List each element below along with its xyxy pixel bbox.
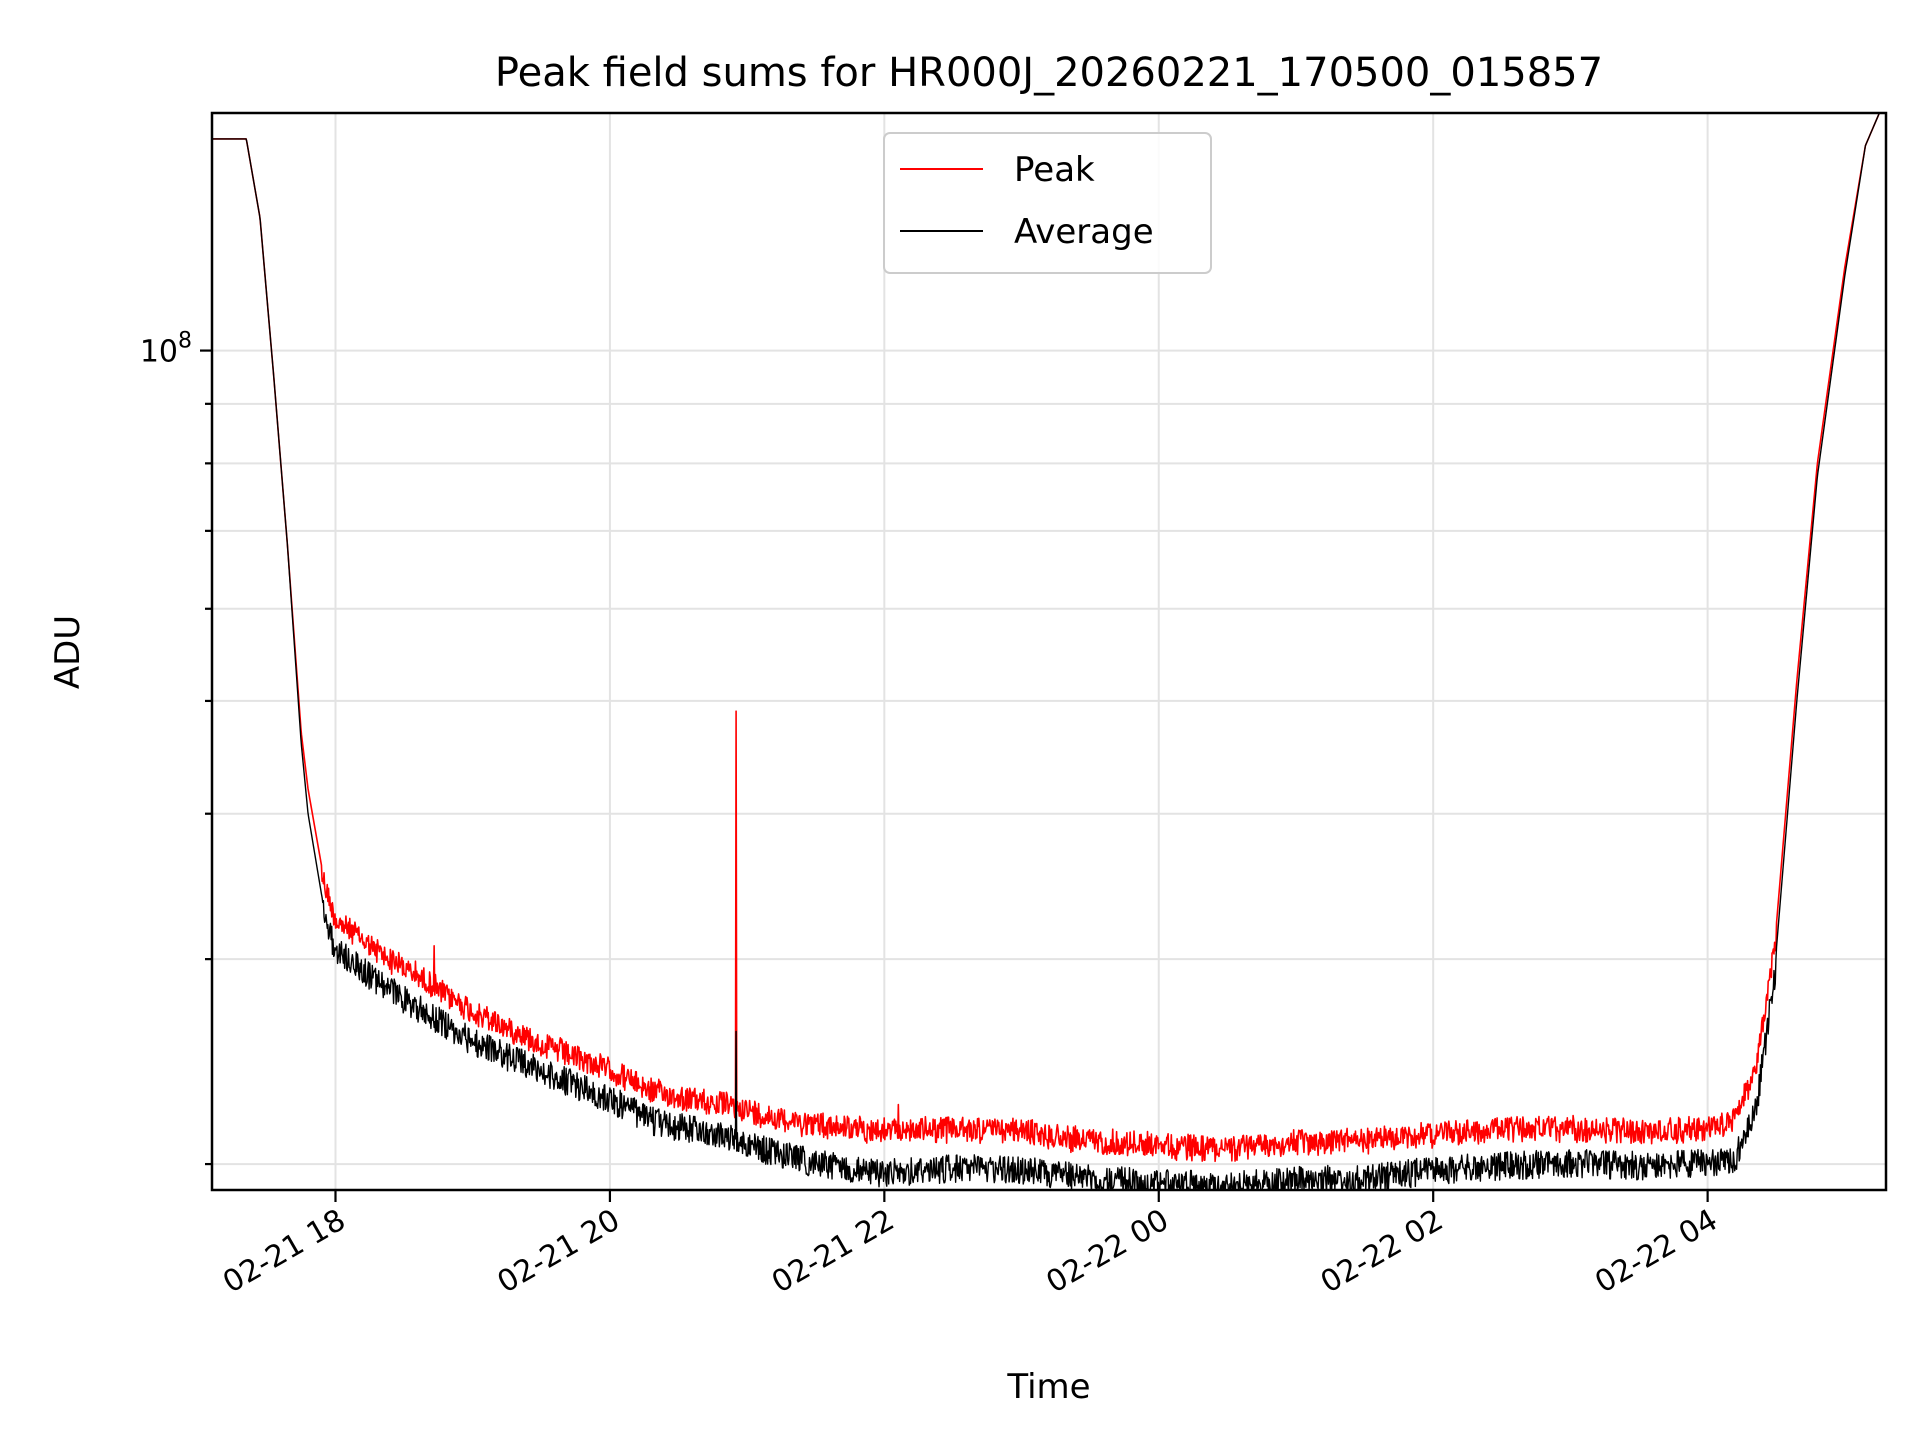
series-line-average	[212, 113, 1881, 1190]
y-axis: 108	[140, 329, 212, 1166]
series-layer	[212, 113, 1881, 1190]
x-axis-label: Time	[1006, 1367, 1090, 1407]
legend-label-peak: Peak	[1014, 150, 1095, 190]
grid	[212, 113, 1886, 1190]
y-tick-label: 108	[140, 329, 192, 370]
legend: Peak Average	[883, 132, 1212, 274]
legend-label-average: Average	[1014, 212, 1154, 252]
series-line-peak	[212, 113, 1881, 1163]
plot-frame	[210, 111, 1888, 1192]
plot-area	[212, 113, 1881, 1190]
chart-title: Peak field sums for HR000J_20260221_1705…	[495, 50, 1603, 96]
y-axis-label: ADU	[48, 615, 88, 689]
